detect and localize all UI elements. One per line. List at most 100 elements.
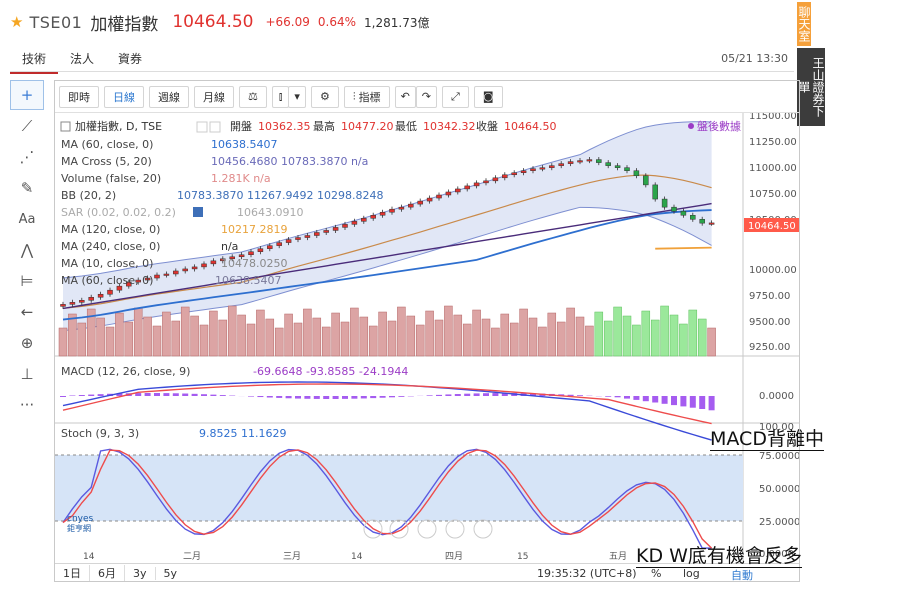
chevron-down-icon[interactable]: ▾: [288, 85, 306, 108]
crosshair-icon[interactable]: +: [10, 80, 44, 110]
undo-icon[interactable]: ↶: [394, 85, 416, 108]
auto-scale-toggle[interactable]: 自動: [731, 569, 753, 582]
tab-technical[interactable]: 技術: [10, 46, 59, 74]
indicators-button[interactable]: ⫶ 指標: [343, 85, 390, 108]
indicator-label[interactable]: MA (120, close, 0): [61, 223, 160, 236]
zoom-in-icon[interactable]: [445, 519, 465, 539]
reset-icon[interactable]: [417, 519, 437, 539]
interval-weekly-button[interactable]: 週線: [149, 85, 189, 108]
macd-axis-tick: 0.0000: [759, 391, 794, 402]
volume-bar: [237, 314, 246, 357]
candle-layer: [60, 157, 715, 309]
indicator-label[interactable]: Volume (false, 20): [61, 172, 161, 185]
range-5y-button[interactable]: 5y: [163, 566, 178, 580]
range-bar: 1日 6月 3y 5y 19:35:32 (UTC+8) % log 自動: [55, 563, 799, 582]
price-tick: 11000.00: [749, 163, 797, 174]
indicator-label[interactable]: MA Cross (5, 20): [61, 155, 152, 168]
tab-margin[interactable]: 資券: [118, 52, 143, 66]
indicator-value: 10217.2819: [221, 223, 287, 236]
indicator-label[interactable]: MA (60, close, 0): [61, 274, 153, 287]
volume-bar: [133, 307, 143, 357]
candle-body: [267, 245, 273, 249]
interval-monthly-button[interactable]: 月線: [194, 85, 234, 108]
candle-body: [680, 210, 687, 216]
tab-institutional[interactable]: 法人: [70, 52, 95, 66]
volume-bar: [547, 312, 557, 357]
range-1d-button[interactable]: 1日: [55, 565, 90, 581]
macd-layer: [60, 381, 715, 441]
scroll-right-icon[interactable]: [473, 519, 493, 539]
indicator-label[interactable]: SAR (0.02, 0.02, 0.2): [61, 206, 176, 219]
volume-bar: [669, 314, 679, 357]
quote-timestamp: 05/21 13:30: [721, 52, 788, 65]
candle-body: [652, 184, 658, 200]
indicator-label[interactable]: MA (240, close, 0): [61, 240, 160, 253]
zoom-out-icon[interactable]: [389, 519, 409, 539]
zoom-icon[interactable]: ⊕: [20, 334, 34, 352]
visibility-icon[interactable]: [193, 207, 203, 217]
arrow-left-icon[interactable]: ←: [20, 303, 34, 321]
volume-bar: [453, 314, 463, 357]
macd-label[interactable]: MACD (12, 26, close, 9): [61, 365, 190, 378]
range-6m-button[interactable]: 6月: [90, 565, 125, 581]
broker-order-button[interactable]: 王山證券下單: [797, 48, 825, 126]
settings-icon[interactable]: ⚙: [310, 85, 339, 108]
volume-bar: [660, 305, 669, 357]
macd-histogram-bar: [342, 396, 348, 399]
favorite-star-icon[interactable]: ★: [10, 13, 24, 31]
pattern-icon[interactable]: ⋀: [20, 241, 34, 259]
price-tick: 9250.00: [749, 342, 790, 353]
candle-body: [191, 266, 198, 270]
legend-tools-icon[interactable]: [196, 121, 221, 133]
candle-body: [690, 215, 696, 220]
candle-body: [201, 263, 207, 268]
interval-daily-button[interactable]: 日線: [104, 85, 144, 108]
redo-icon[interactable]: ↷: [415, 85, 437, 108]
candle-body: [708, 222, 715, 225]
brush-icon[interactable]: ✎: [20, 179, 34, 197]
indicator-value: 10783.3870 11267.9492 10298.8248: [177, 189, 383, 202]
chart-canvas[interactable]: 11500.00 11250.00 11000.00 10750.00 1050…: [55, 113, 799, 563]
macd-histogram-bar: [182, 393, 189, 396]
indicator-label[interactable]: MA (60, close, 0): [61, 138, 153, 151]
volume-bar: [603, 320, 613, 357]
macd-histogram-bar: [248, 396, 254, 397]
candle-style-icon[interactable]: ⫾: [271, 85, 290, 108]
price-tick: 11500.00: [749, 113, 797, 122]
macd-histogram-bar: [332, 396, 339, 399]
log-scale-toggle[interactable]: log: [683, 567, 700, 580]
stoch-label[interactable]: Stoch (9, 3, 3): [61, 427, 139, 440]
time-tick: 五月: [609, 551, 627, 562]
volume-bar: [641, 310, 651, 357]
indicator-label[interactable]: BB (20, 2): [61, 189, 116, 202]
macd-histogram-bar: [351, 396, 358, 399]
ruler-icon[interactable]: ⊥: [20, 365, 34, 383]
trendline-icon[interactable]: ⟋: [21, 117, 33, 135]
macd-histogram-bar: [492, 393, 499, 396]
percent-scale-toggle[interactable]: %: [651, 567, 662, 580]
measure-icon[interactable]: ⊨: [20, 272, 34, 290]
macd-signal-line: [62, 383, 712, 425]
candle-body: [97, 293, 104, 298]
text-icon[interactable]: Aa: [18, 211, 36, 227]
indicator-label[interactable]: MA (10, close, 0): [61, 257, 153, 270]
bollinger-lower-line: [62, 206, 712, 332]
fullscreen-icon[interactable]: ⤢: [442, 85, 469, 108]
interval-intraday-button[interactable]: 即時: [59, 85, 99, 108]
candle-body: [511, 172, 517, 176]
collapse-legend-icon[interactable]: [60, 121, 71, 132]
stock-name: 加權指數: [90, 14, 159, 35]
after-hours-link[interactable]: 盤後數據: [697, 119, 741, 133]
candle-body: [229, 256, 235, 260]
chatroom-button[interactable]: 聊天室: [797, 2, 811, 46]
scale-icon[interactable]: ⚖: [239, 85, 267, 108]
scroll-left-icon[interactable]: [363, 519, 383, 539]
camera-icon[interactable]: ◙: [473, 85, 503, 108]
candle-body: [455, 188, 461, 193]
macd-histogram-bar: [530, 393, 536, 396]
candle-body: [323, 230, 329, 233]
more-icon[interactable]: ···: [19, 396, 35, 414]
fib-icon[interactable]: ⋰: [19, 148, 35, 166]
volume-bar: [538, 326, 547, 357]
range-3y-button[interactable]: 3y: [125, 566, 156, 580]
